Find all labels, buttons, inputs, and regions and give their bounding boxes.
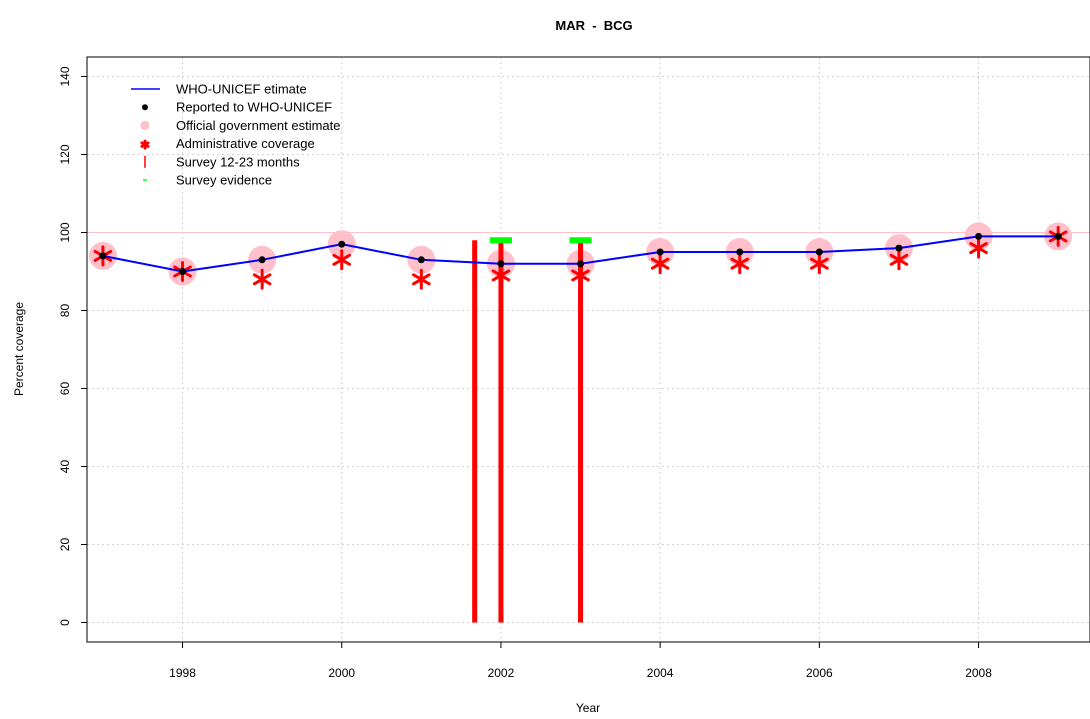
x-tick-label: 2008 xyxy=(965,666,992,680)
y-tick-label: 0 xyxy=(58,619,72,626)
y-tick-label: 140 xyxy=(58,66,72,86)
legend-label: Official government estimate xyxy=(176,118,341,133)
y-tick-label: 100 xyxy=(58,222,72,242)
y-tick-label: 80 xyxy=(58,304,72,318)
legend-label: Reported to WHO-UNICEF xyxy=(176,100,332,115)
admin-coverage-point xyxy=(491,264,511,286)
x-tick-label: 1998 xyxy=(169,666,196,680)
y-tick-label: 120 xyxy=(58,144,72,164)
x-axis-label: Year xyxy=(576,701,600,715)
data-marks xyxy=(88,222,1073,623)
y-axis: 0 20 40 60 80 100 120 140 xyxy=(58,66,87,626)
x-tick-label: 2006 xyxy=(806,666,833,680)
legend-label: Survey 12-23 months xyxy=(176,154,300,169)
reported-point xyxy=(895,244,903,252)
admin-coverage-point xyxy=(969,237,988,259)
legend-label: WHO-UNICEF etimate xyxy=(176,82,307,97)
legend-swatch-official xyxy=(140,120,150,130)
legend-label: Survey evidence xyxy=(176,173,272,188)
admin-coverage-point xyxy=(889,249,909,271)
x-tick-label: 2000 xyxy=(328,666,355,680)
legend: WHO-UNICEF etimate Reported to WHO-UNICEF… xyxy=(131,82,341,188)
x-tick-label: 2004 xyxy=(647,666,674,680)
chart-title: MAR - BCG xyxy=(555,18,632,33)
reported-point xyxy=(179,268,187,275)
admin-coverage-point xyxy=(571,264,590,286)
reported-point xyxy=(656,248,664,256)
reported-point xyxy=(497,260,505,268)
legend-label: Administrative coverage xyxy=(176,136,315,151)
admin-coverage-point xyxy=(332,249,352,271)
y-tick-label: 60 xyxy=(58,382,72,396)
reported-point xyxy=(258,256,266,264)
admin-coverage-point xyxy=(252,268,272,290)
admin-coverage-point xyxy=(412,268,431,290)
x-axis: 1998 2000 2002 2004 2006 2008 xyxy=(169,642,992,680)
x-tick-label: 2002 xyxy=(488,666,515,680)
y-axis-label: Percent coverage xyxy=(12,302,26,396)
reported-point xyxy=(975,232,983,240)
reported-point xyxy=(736,248,744,256)
y-tick-label: 20 xyxy=(58,538,72,552)
reported-point xyxy=(1054,232,1062,240)
y-tick-label: 40 xyxy=(58,460,72,474)
reported-point xyxy=(577,260,585,268)
reported-point xyxy=(815,248,823,256)
legend-swatch-reported xyxy=(142,104,148,111)
reported-point xyxy=(338,240,346,248)
plot-frame xyxy=(86,56,1090,643)
admin-coverage-point xyxy=(650,253,670,275)
reported-point xyxy=(417,256,425,264)
admin-coverage-point xyxy=(810,253,829,275)
admin-coverage-point xyxy=(730,253,750,275)
reported-point xyxy=(99,252,107,260)
legend-swatch-admin xyxy=(140,139,150,150)
